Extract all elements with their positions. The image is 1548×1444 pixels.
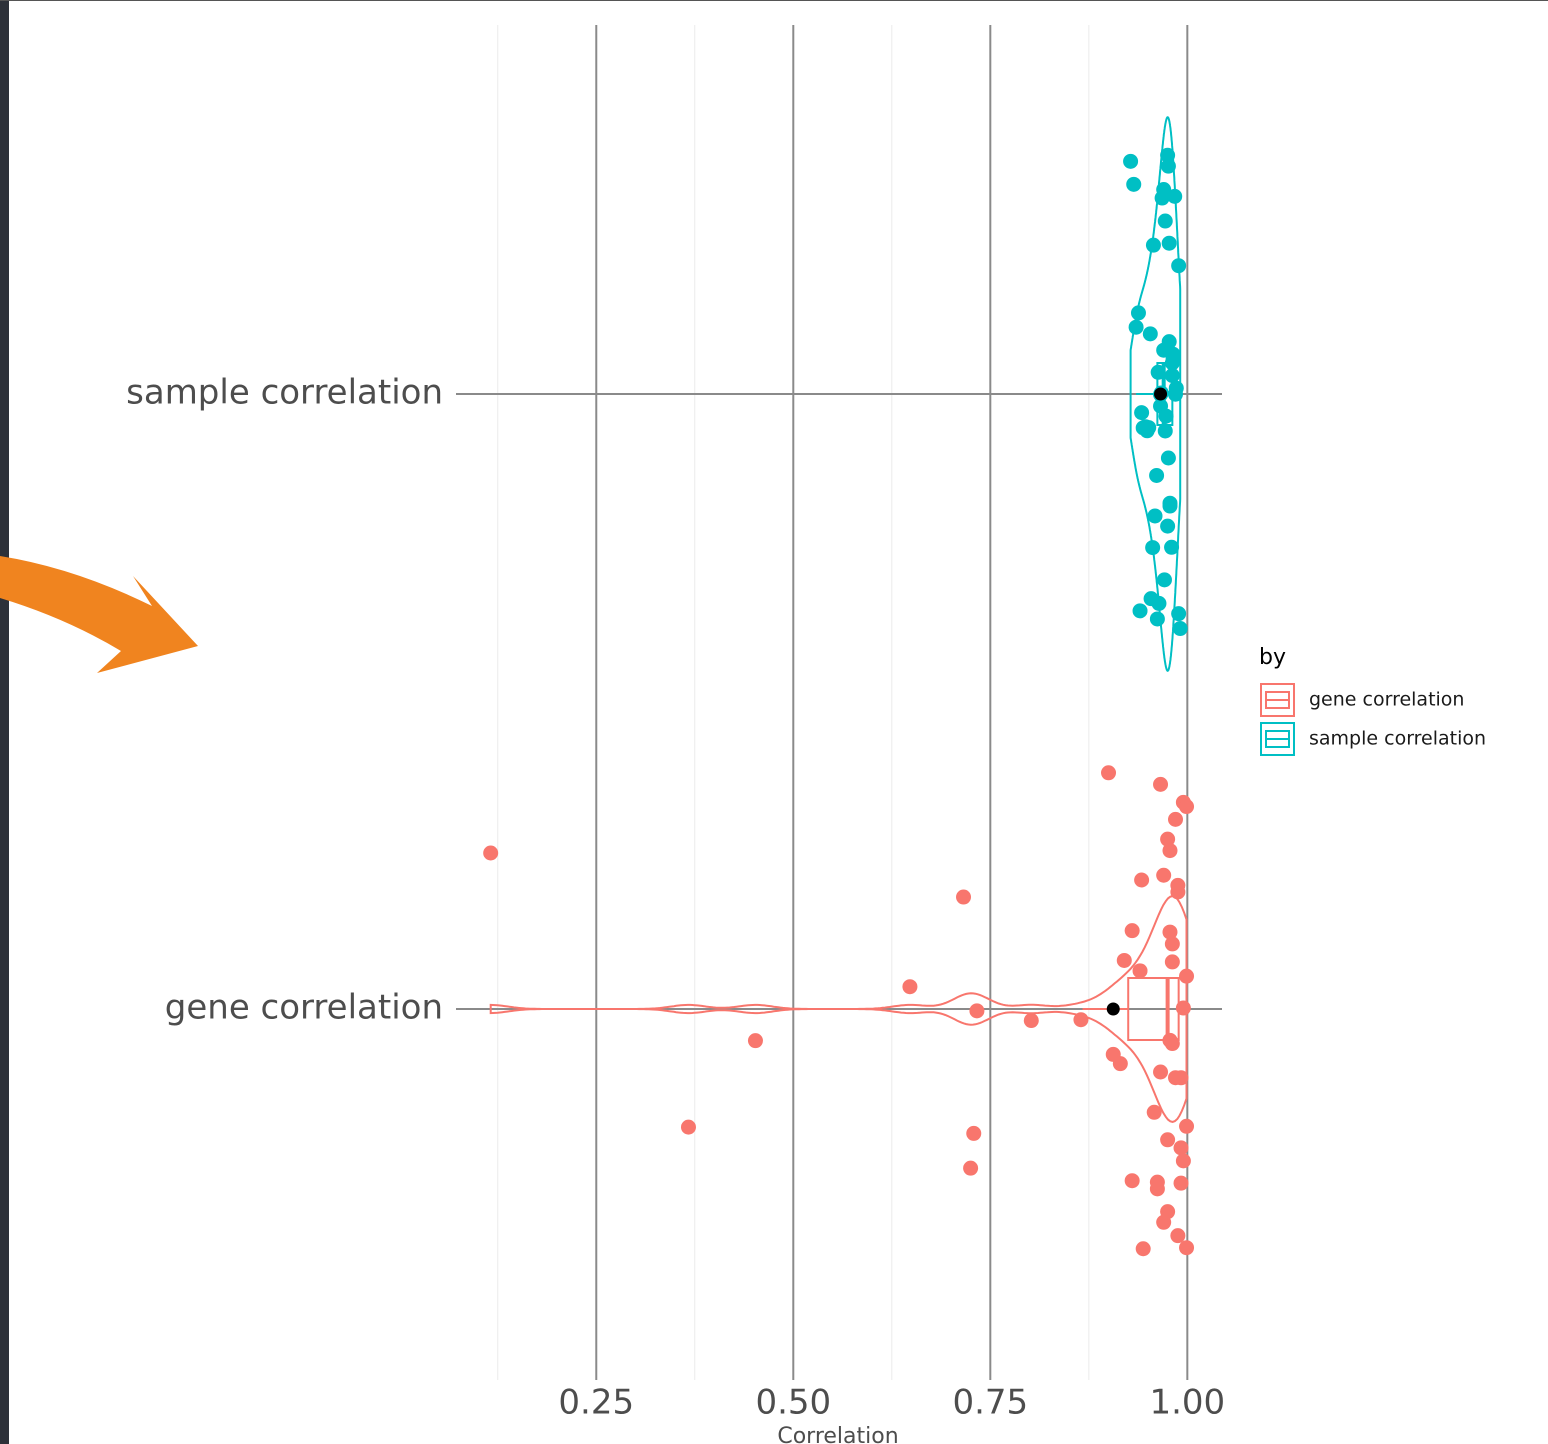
data-point	[1149, 468, 1164, 483]
data-point	[1173, 621, 1188, 636]
data-point	[1160, 519, 1175, 534]
data-point	[1141, 420, 1156, 435]
data-point	[1161, 159, 1176, 174]
legend-label: sample correlation	[1309, 728, 1486, 750]
legend-label: gene correlation	[1309, 689, 1464, 711]
data-point	[1113, 1056, 1128, 1071]
data-point	[1153, 777, 1168, 792]
data-point	[1161, 450, 1176, 465]
data-point	[1170, 1228, 1185, 1243]
data-point	[483, 845, 498, 860]
data-point	[1125, 1173, 1140, 1188]
mean-point	[1107, 1003, 1120, 1016]
x-tick-label: 0.25	[558, 1383, 634, 1423]
data-point	[1179, 969, 1194, 984]
data-point	[1162, 496, 1177, 511]
data-point	[1131, 305, 1146, 320]
data-point	[1101, 765, 1116, 780]
data-point	[1125, 923, 1140, 938]
data-point	[1150, 611, 1165, 626]
data-point	[1160, 1132, 1175, 1147]
data-point	[1158, 214, 1173, 229]
data-point	[1129, 320, 1144, 335]
data-point	[1176, 1153, 1191, 1168]
data-point	[1167, 189, 1182, 204]
data-point	[748, 1033, 763, 1048]
data-point	[1171, 606, 1186, 621]
data-point	[1123, 154, 1138, 169]
x-tick-label: 0.50	[755, 1383, 831, 1423]
mean-point	[1154, 388, 1167, 401]
data-point	[1126, 177, 1141, 192]
data-point	[956, 890, 971, 905]
data-point	[1174, 1176, 1189, 1191]
data-point	[1165, 936, 1180, 951]
data-point	[1179, 799, 1194, 814]
data-point	[966, 1126, 981, 1141]
data-point	[1136, 1241, 1151, 1256]
x-tick-label: 1.00	[1149, 1383, 1225, 1423]
data-point	[902, 979, 917, 994]
data-point	[1153, 1065, 1168, 1080]
window-edge	[0, 0, 9, 1444]
data-point	[1117, 953, 1132, 968]
data-point	[1164, 540, 1179, 555]
data-point	[1148, 508, 1163, 523]
y-tick-label: sample correlation	[126, 373, 443, 413]
data-point	[1024, 1013, 1039, 1028]
data-point	[1145, 540, 1160, 555]
data-point	[1162, 236, 1177, 251]
x-axis-title: Correlation	[777, 1424, 898, 1444]
data-point	[1151, 596, 1166, 611]
data-point	[1143, 326, 1158, 341]
data-point	[963, 1161, 978, 1176]
data-point	[1174, 1070, 1189, 1085]
chart: Correlation by 0.25 0.50 0.75 1.00 gene corr…	[0, 0, 1548, 1444]
data-point	[1133, 963, 1148, 978]
data-point	[1179, 1119, 1194, 1134]
data-point	[1171, 258, 1186, 273]
data-point	[1073, 1012, 1088, 1027]
data-point	[1133, 603, 1148, 618]
data-point	[1166, 347, 1181, 362]
data-point	[1174, 1140, 1189, 1155]
legend-title: by	[1259, 645, 1286, 670]
data-point	[1147, 1105, 1162, 1120]
data-point	[1150, 1175, 1165, 1190]
data-point	[1160, 1204, 1175, 1219]
data-point	[969, 1003, 984, 1018]
data-point	[1170, 884, 1185, 899]
data-point	[1146, 238, 1161, 253]
data-point	[1156, 868, 1171, 883]
data-point	[1162, 843, 1177, 858]
data-point	[1157, 572, 1172, 587]
data-point	[1168, 812, 1183, 827]
x-tick-label: 0.75	[952, 1383, 1028, 1423]
data-point	[681, 1120, 696, 1135]
data-point	[1179, 1240, 1194, 1255]
data-point	[1134, 873, 1149, 888]
data-point	[1159, 409, 1174, 424]
y-tick-label: gene correlation	[165, 988, 443, 1028]
data-point	[1134, 405, 1149, 420]
background	[0, 0, 1548, 1444]
data-point	[1165, 954, 1180, 969]
